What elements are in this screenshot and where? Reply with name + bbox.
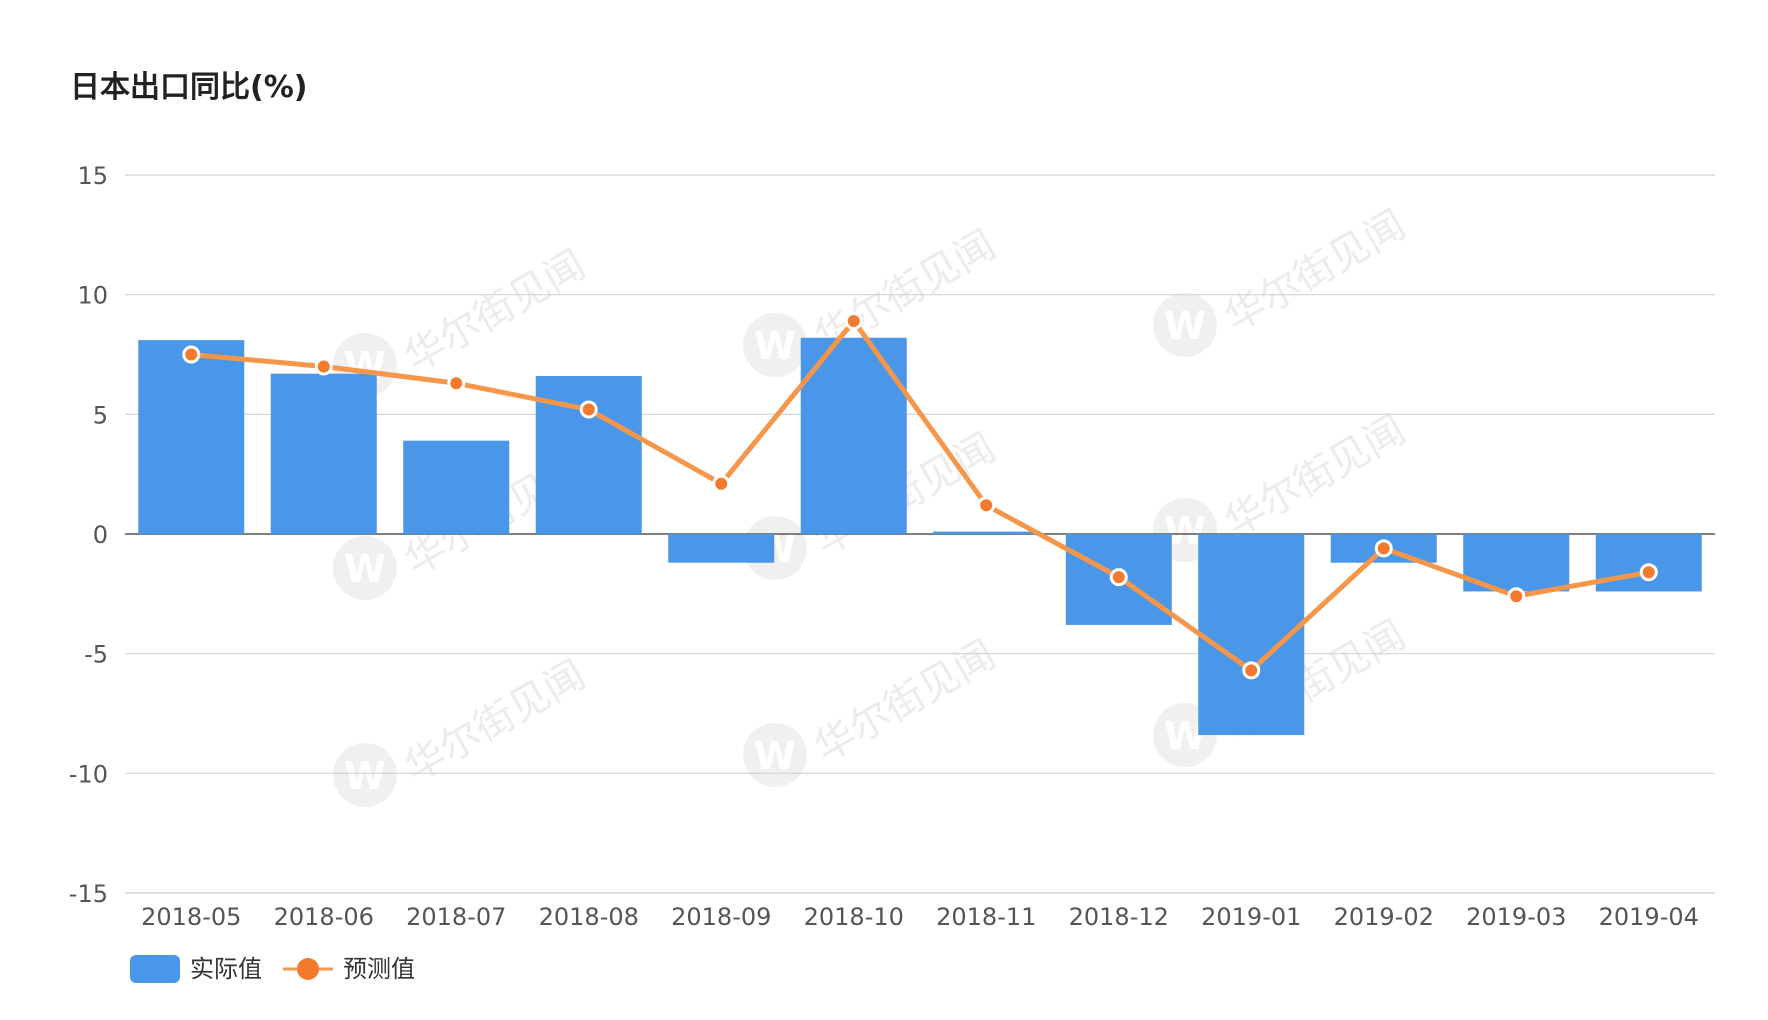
- legend[interactable]: 实际值 预测值: [130, 955, 415, 983]
- forecast-line: [191, 318, 1650, 673]
- svg-text:华尔街见闻: 华尔街见闻: [1217, 202, 1413, 342]
- legend-item-forecast[interactable]: 预测值: [283, 955, 415, 983]
- x-axis: 2018-05 2018-06 2018-07 2018-08 2018-09 2018-…: [125, 892, 1715, 931]
- x-tick-label: 2019-02: [1334, 903, 1434, 931]
- y-tick-label: 15: [77, 162, 108, 190]
- x-tick-label: 2018-12: [1069, 903, 1169, 931]
- y-tick-label: -10: [69, 760, 108, 788]
- svg-text:W: W: [1164, 304, 1206, 348]
- forecast-point-2018-06: [314, 357, 333, 376]
- legend-swatch-actual: [130, 955, 180, 983]
- y-tick-label: 10: [77, 282, 108, 310]
- svg-text:华尔街见闻: 华尔街见闻: [1217, 407, 1413, 547]
- forecast-point-2018-07: [447, 374, 466, 393]
- x-tick-label: 2018-08: [539, 903, 639, 931]
- svg-text:W: W: [344, 547, 386, 591]
- chart-title: 日本出口同比(%): [70, 70, 308, 105]
- x-tick-label: 2018-10: [804, 903, 904, 931]
- x-tick-label: 2019-04: [1599, 903, 1699, 931]
- x-tick-label: 2018-09: [671, 903, 771, 931]
- forecast-point-2019-01: [1242, 661, 1261, 680]
- y-tick-label: 5: [93, 401, 108, 429]
- x-tick-label: 2018-07: [406, 903, 506, 931]
- x-tick-label: 2018-05: [141, 903, 241, 931]
- legend-item-actual[interactable]: 实际值: [130, 955, 262, 983]
- legend-swatch-forecast-dot: [297, 958, 319, 980]
- svg-text:华尔街见闻: 华尔街见闻: [397, 652, 593, 792]
- svg-text:W: W: [754, 734, 796, 778]
- bar-2018-05: [138, 340, 245, 534]
- svg-text:W: W: [754, 324, 796, 368]
- forecast-point-2018-09: [712, 474, 731, 493]
- forecast-point-2018-11: [977, 496, 996, 515]
- forecast-point-2019-04: [1639, 563, 1658, 582]
- y-tick-label: -15: [69, 880, 108, 908]
- legend-label-actual: 实际值: [190, 955, 262, 983]
- svg-text:W: W: [344, 754, 386, 798]
- bar-2018-06: [270, 373, 377, 534]
- y-axis: 15 10 5 0 -5 -10 -15: [69, 162, 108, 908]
- y-tick-label: 0: [93, 521, 108, 549]
- forecast-point-2019-03: [1507, 587, 1526, 606]
- bar-2018-09: [668, 534, 775, 563]
- svg-text:华尔街见闻: 华尔街见闻: [807, 632, 1003, 772]
- forecast-point-2019-02: [1374, 539, 1393, 558]
- y-tick-label: -5: [84, 641, 108, 669]
- svg-text:华尔街见闻: 华尔街见闻: [397, 242, 593, 382]
- legend-label-forecast: 预测值: [343, 955, 415, 983]
- forecast-point-2018-05: [182, 345, 201, 364]
- bar-2018-11: [933, 531, 1040, 534]
- bar-2018-07: [403, 440, 510, 534]
- x-tick-label: 2019-01: [1201, 903, 1301, 931]
- forecast-point-2018-10: [844, 311, 863, 330]
- x-tick-label: 2018-11: [936, 903, 1036, 931]
- forecast-point-2018-12: [1109, 568, 1128, 587]
- x-tick-label: 2019-03: [1466, 903, 1566, 931]
- x-tick-label: 2018-06: [274, 903, 374, 931]
- bar-2019-04: [1595, 534, 1702, 592]
- line-series: [182, 311, 1658, 680]
- forecast-point-2018-08: [579, 400, 598, 419]
